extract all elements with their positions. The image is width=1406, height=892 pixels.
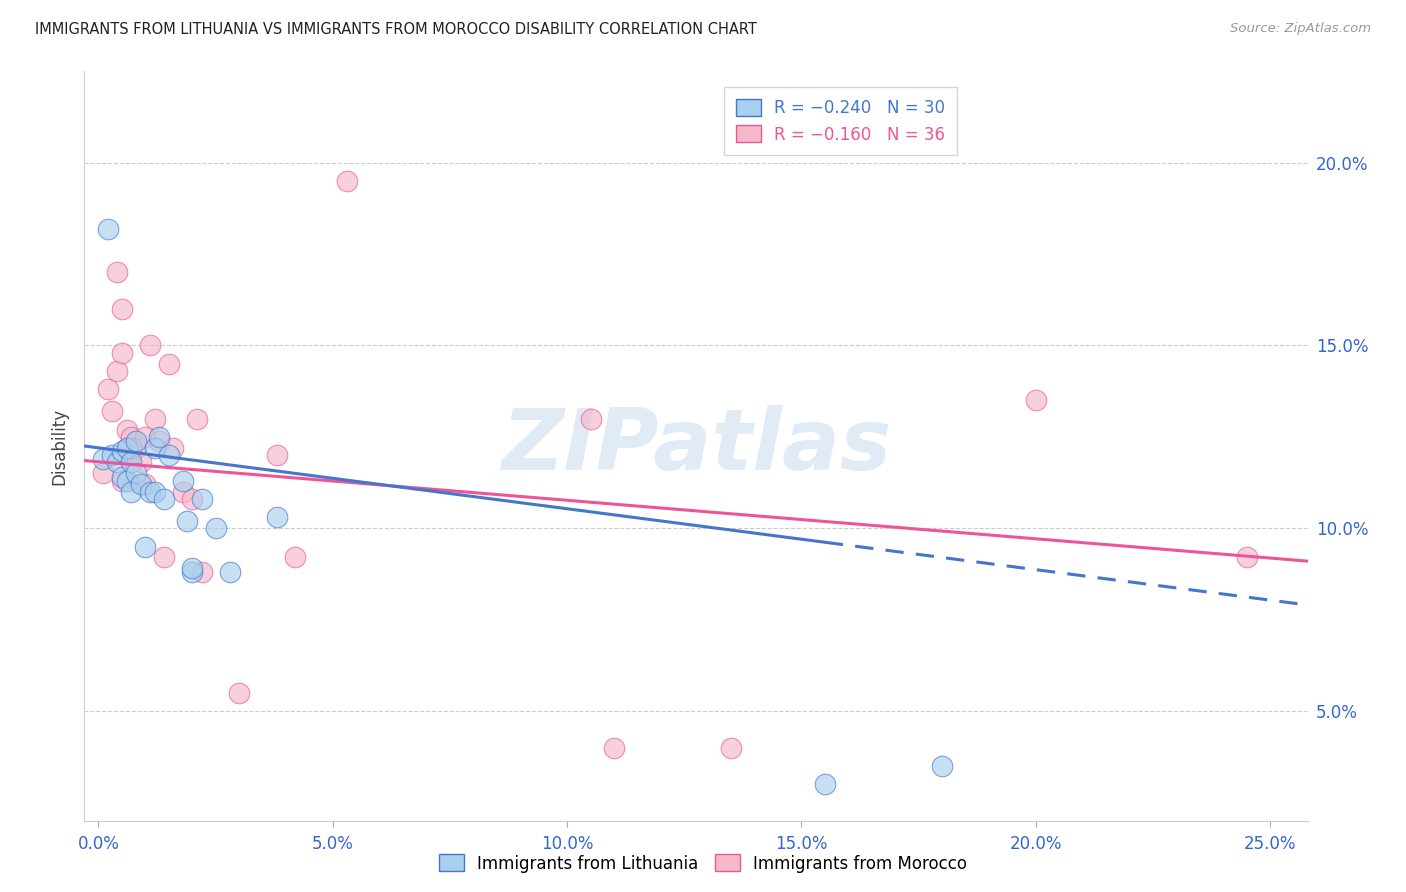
Point <box>129 477 152 491</box>
Point <box>218 565 240 579</box>
Point <box>139 484 162 499</box>
Point <box>228 686 250 700</box>
Point <box>181 565 204 579</box>
Point <box>111 346 134 360</box>
Y-axis label: Disability: Disability <box>51 408 69 484</box>
Point <box>134 540 156 554</box>
Point <box>97 382 120 396</box>
Point <box>1236 550 1258 565</box>
Point <box>603 740 626 755</box>
Point <box>143 411 166 425</box>
Point <box>181 491 204 506</box>
Point <box>153 491 176 506</box>
Text: Source: ZipAtlas.com: Source: ZipAtlas.com <box>1230 22 1371 36</box>
Legend: Immigrants from Lithuania, Immigrants from Morocco: Immigrants from Lithuania, Immigrants fr… <box>432 847 974 880</box>
Point <box>120 448 142 462</box>
Point <box>139 338 162 352</box>
Point <box>111 470 134 484</box>
Point <box>266 510 288 524</box>
Point <box>1025 393 1047 408</box>
Point <box>190 491 212 506</box>
Point <box>172 474 194 488</box>
Point <box>204 521 226 535</box>
Point <box>134 430 156 444</box>
Point <box>115 441 138 455</box>
Point <box>579 411 602 425</box>
Point <box>153 550 176 565</box>
Point <box>931 759 953 773</box>
Point <box>105 455 128 469</box>
Point <box>284 550 307 565</box>
Point <box>190 565 212 579</box>
Point <box>97 221 120 235</box>
Point <box>143 441 166 455</box>
Point <box>143 484 166 499</box>
Point <box>115 423 138 437</box>
Point <box>91 467 114 481</box>
Point <box>157 357 180 371</box>
Point <box>120 441 142 455</box>
Point <box>148 430 170 444</box>
Point <box>720 740 742 755</box>
Legend: R = −0.240   N = 30, R = −0.160   N = 36: R = −0.240 N = 30, R = −0.160 N = 36 <box>724 87 956 155</box>
Text: ZIPatlas: ZIPatlas <box>501 404 891 488</box>
Point <box>111 474 134 488</box>
Point <box>186 411 208 425</box>
Point <box>105 265 128 279</box>
Point <box>125 467 148 481</box>
Point <box>101 448 124 462</box>
Point <box>172 484 194 499</box>
Point <box>120 484 142 499</box>
Point <box>125 441 148 455</box>
Point <box>181 561 204 575</box>
Point <box>129 455 152 469</box>
Point <box>157 448 180 462</box>
Point <box>162 441 184 455</box>
Point <box>336 174 359 188</box>
Point <box>105 364 128 378</box>
Point <box>125 434 148 448</box>
Text: IMMIGRANTS FROM LITHUANIA VS IMMIGRANTS FROM MOROCCO DISABILITY CORRELATION CHAR: IMMIGRANTS FROM LITHUANIA VS IMMIGRANTS … <box>35 22 756 37</box>
Point <box>148 434 170 448</box>
Point <box>120 455 142 469</box>
Point <box>101 404 124 418</box>
Point <box>115 441 138 455</box>
Point <box>91 451 114 466</box>
Point <box>120 430 142 444</box>
Point <box>266 448 288 462</box>
Point <box>115 474 138 488</box>
Point <box>176 514 198 528</box>
Point <box>814 777 837 791</box>
Point <box>111 301 134 316</box>
Point <box>111 444 134 458</box>
Point <box>134 477 156 491</box>
